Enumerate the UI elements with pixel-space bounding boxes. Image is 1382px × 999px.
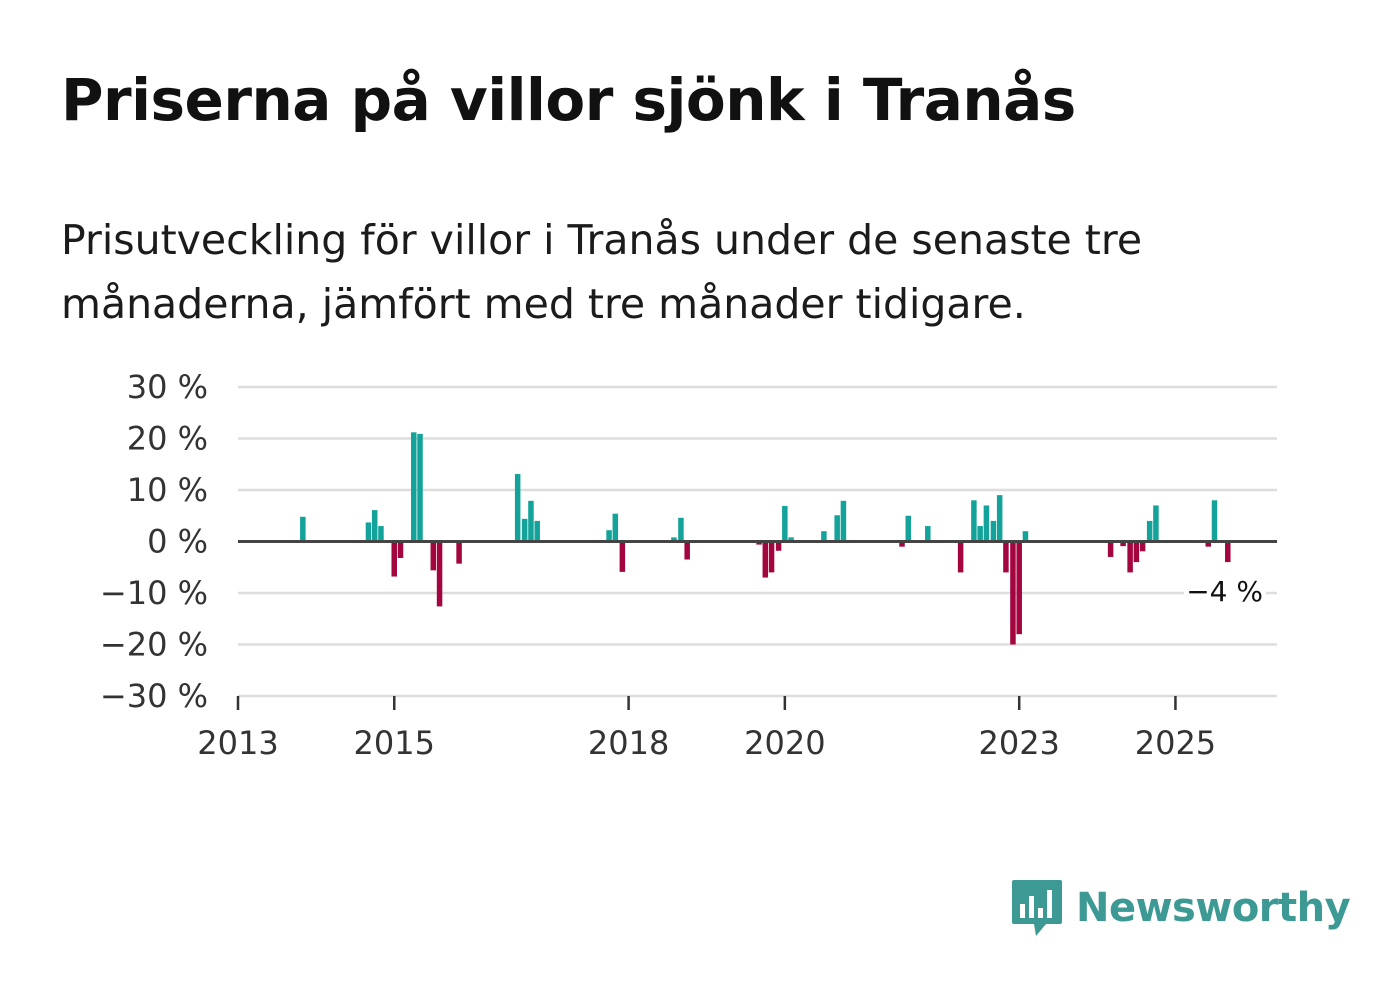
bar [1120,541,1126,547]
bar [397,541,404,558]
annotations: −4 % [1184,575,1266,610]
bar [1211,500,1218,542]
bars [300,432,1231,645]
chart-title: Priserna på villor sjönk i Tranås [61,66,1076,134]
y-axis-labels: 30 % 20 % 10 % 0 % −10 % −20 % −30 % [100,368,208,715]
bar [371,510,378,542]
bar [1205,541,1211,547]
bar [905,515,912,542]
bar [1146,520,1153,542]
bar [1022,531,1029,542]
newsworthy-chart-bubble-icon [1012,880,1062,936]
bar [606,530,612,542]
bar [788,537,794,542]
bar-chart: 30 %20 %10 %0 %−10 %−20 %−30 % 2013 2015 2… [100,368,1277,762]
annotation-background [1184,575,1266,610]
x-axis: 2013 2015 2018 2020 2023 2025 [197,696,1216,762]
brand-name: Newsworthy [1076,885,1351,931]
bar [762,541,769,578]
x-tick-label: 2013 [197,724,278,762]
bar [678,517,684,542]
bar [834,515,840,542]
bar [983,505,990,542]
x-tick-label: 2018 [588,724,669,762]
y-tick-label: 0 % [147,523,208,561]
y-tick-label: 20 % [127,420,208,458]
latest-value-label: −4 % [1186,575,1263,608]
bar [528,500,534,542]
chart-subtitle: Prisutveckling för villor i Tranås under… [61,216,1143,328]
bar [775,541,782,551]
bar [365,522,372,542]
bar [1010,541,1016,645]
bar [1003,541,1009,573]
bar [391,541,397,577]
bar [925,526,931,542]
bar [521,518,528,542]
bar [671,537,677,542]
y-tick-label: −30 % [100,677,208,715]
y-tick-label: −20 % [100,626,208,664]
bar [456,541,462,564]
bar [436,541,443,607]
bar [684,541,690,560]
bar [417,433,423,542]
bar [1107,541,1114,557]
bar [840,500,847,542]
bar [756,541,762,545]
bar [1139,541,1146,552]
x-tick-label: 2015 [354,724,435,762]
bar [971,500,977,542]
bar [1133,541,1140,563]
x-tick-label: 2020 [744,724,825,762]
bar [300,516,306,542]
bar [1127,541,1133,573]
x-tick-label: 2025 [1135,724,1216,762]
bar [534,520,540,542]
bar [782,505,788,542]
bar [768,541,775,573]
x-tick-label: 2023 [978,724,1059,762]
y-tick-label: −10 % [100,574,208,612]
bar [1016,541,1022,635]
y-tick-label: 30 % [127,368,208,406]
bar [378,526,384,542]
bar [1153,505,1159,542]
bar [514,474,521,542]
bar [821,531,827,542]
bar [957,541,964,573]
y-tick-label: 10 % [127,471,208,509]
bar [1225,541,1231,563]
bar [619,541,626,572]
bar [899,541,905,547]
bar [977,526,983,542]
bar [411,432,417,542]
bar [612,513,619,542]
bar [430,541,437,571]
bar [996,495,1003,542]
newsworthy-logo: Newsworthy [1010,878,1351,938]
bar [990,520,997,542]
